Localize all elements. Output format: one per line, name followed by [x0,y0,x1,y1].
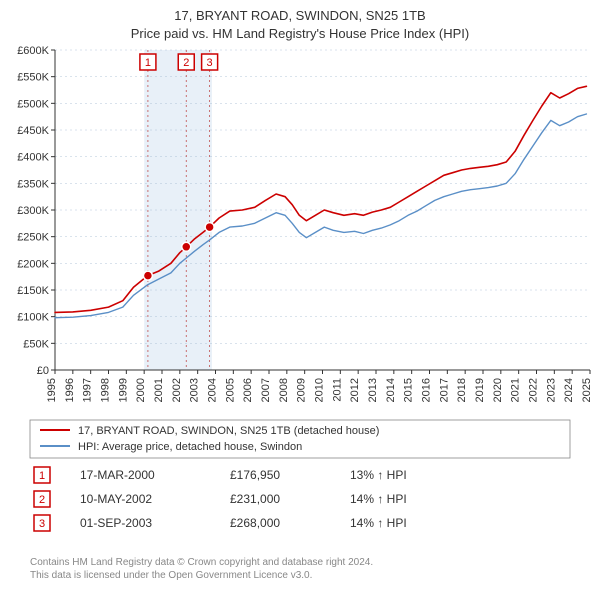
y-axis-label: £400K [17,152,49,164]
y-axis-label: £450K [17,125,49,137]
chart-title-line2: Price paid vs. HM Land Registry's House … [131,26,469,41]
transaction-price: £176,950 [230,468,280,482]
marker-number: 1 [145,57,151,69]
transaction-marker-number: 2 [39,494,45,506]
y-axis-label: £550K [17,72,49,84]
x-axis-label: 2011 [331,378,343,402]
x-axis-label: 2021 [510,378,522,402]
x-axis-label: 2019 [474,378,486,402]
x-axis-label: 2008 [278,378,290,402]
x-axis-label: 2000 [135,378,147,402]
x-axis-label: 2020 [492,378,504,402]
x-axis-label: 1997 [82,378,94,402]
x-axis-label: 1996 [64,378,76,402]
x-axis-label: 2005 [224,378,236,402]
legend-label: 17, BRYANT ROAD, SWINDON, SN25 1TB (deta… [78,425,379,437]
x-axis-label: 2004 [207,378,219,402]
marker-number: 2 [183,57,189,69]
y-axis-label: £150K [17,285,49,297]
transaction-date: 10-MAY-2002 [80,492,152,506]
footer-line2: This data is licensed under the Open Gov… [30,570,312,581]
marker-number: 3 [207,57,213,69]
x-axis-label: 2014 [385,378,397,402]
x-axis-label: 2015 [403,378,415,402]
transactions-table: 1 17-MAR-2000 £176,950 13% ↑ HPI 2 10-MAY-200… [34,467,407,531]
x-axis-label: 1999 [117,378,129,402]
x-axis-label: 2009 [296,378,308,402]
transaction-price: £231,000 [230,492,280,506]
x-axis-label: 2023 [545,378,557,402]
y-axis-label: £200K [17,258,49,270]
y-axis-label: £600K [17,45,49,57]
transaction-delta: 13% ↑ HPI [350,468,407,482]
price-chart: 17, BRYANT ROAD, SWINDON, SN25 1TB Price… [0,0,600,590]
transaction-delta: 14% ↑ HPI [350,492,407,506]
x-axis-label: 2003 [189,378,201,402]
transaction-price: £268,000 [230,516,280,530]
marker-point [182,242,191,251]
y-axis-label: £50K [23,338,49,350]
x-axis-label: 2012 [349,378,361,402]
y-axis-label: £350K [17,178,49,190]
x-axis-label: 2013 [367,378,379,402]
x-axis-label: 2025 [581,378,593,402]
y-axis-label: £0 [37,365,49,377]
x-axis-label: 2024 [563,378,575,402]
transaction-date: 01-SEP-2003 [80,516,152,530]
plot-area: £0 £50K £100K £150K £200K £250K £300K £350K £400… [17,45,593,402]
marker-point [143,271,152,280]
x-axis-label: 2002 [171,378,183,402]
x-axis-label: 2006 [242,378,254,402]
transaction-delta: 14% ↑ HPI [350,516,407,530]
legend: 17, BRYANT ROAD, SWINDON, SN25 1TB (deta… [30,420,570,458]
y-axis-label: £250K [17,232,49,244]
x-axis-label: 1995 [46,378,58,402]
y-axis-label: £500K [17,98,49,110]
x-axis-label: 2016 [421,378,433,402]
y-axis-label: £100K [17,312,49,324]
x-axis-label: 2018 [456,378,468,402]
y-axis-label: £300K [17,205,49,217]
x-axis-label: 2022 [528,378,540,402]
transaction-marker-number: 1 [39,470,45,482]
chart-title-line1: 17, BRYANT ROAD, SWINDON, SN25 1TB [174,8,425,23]
legend-label: HPI: Average price, detached house, Swin… [78,441,302,453]
footer-line1: Contains HM Land Registry data © Crown c… [30,557,373,568]
transaction-date: 17-MAR-2000 [80,468,155,482]
transaction-marker-number: 3 [39,518,45,530]
x-axis-label: 1998 [100,378,112,402]
x-axis-label: 2007 [260,378,272,402]
x-axis-label: 2017 [438,378,450,402]
x-axis-label: 2010 [314,378,326,402]
marker-point [205,223,214,232]
x-axis-label: 2001 [153,378,165,402]
series-property [55,86,586,312]
